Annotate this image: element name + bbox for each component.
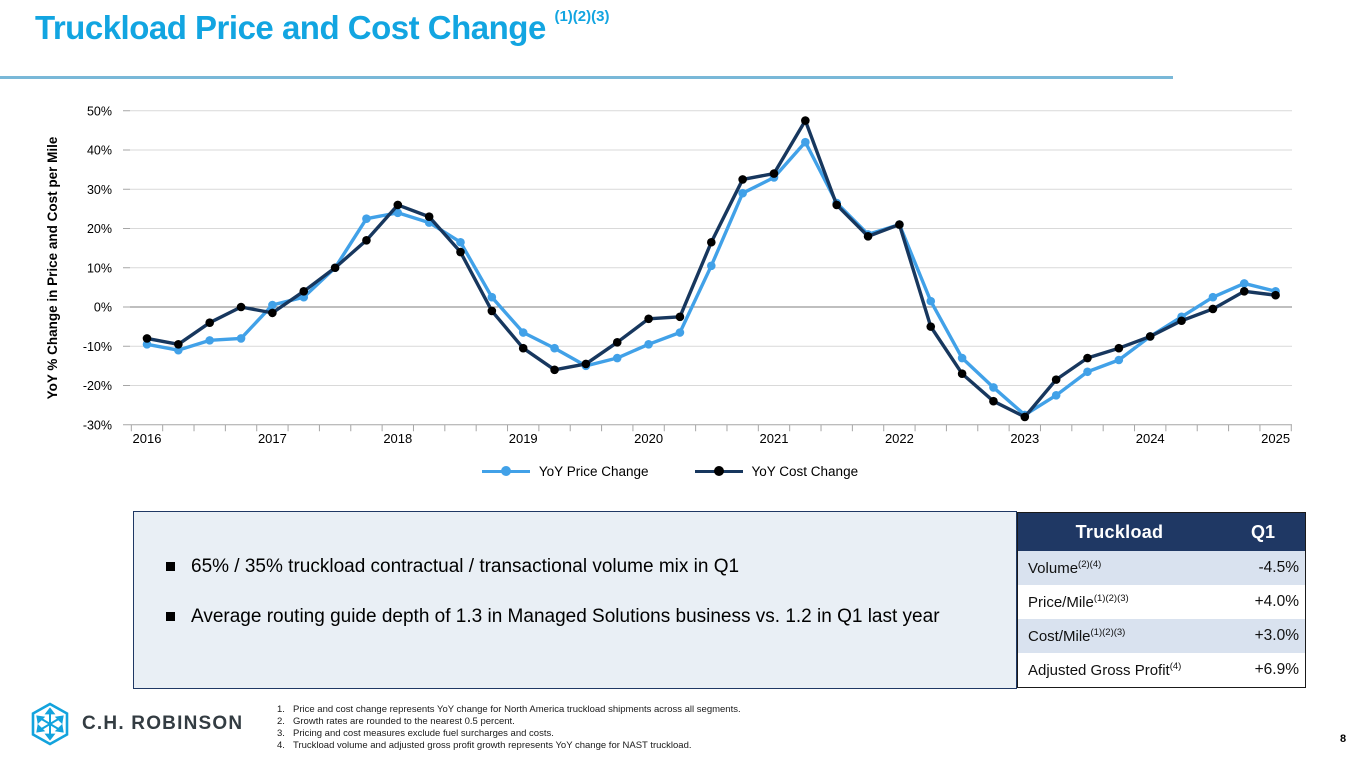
y-axis-title: YoY % Change in Price and Cost per Mile [45,136,60,399]
svg-text:2023: 2023 [1010,431,1039,446]
legend-label-cost: YoY Cost Change [751,464,859,479]
svg-text:2018: 2018 [383,431,412,446]
bullet-item: Average routing guide depth of 1.3 in Ma… [166,602,986,631]
footnotes: 1. Price and cost change represents YoY … [277,704,741,752]
series-yoy-cost-change [142,116,1280,422]
cost-line-swatch-icon [694,466,743,477]
table-row: Price/Mile(1)(2)(3) +4.0% [1018,585,1305,619]
row-label: Price/Mile(1)(2)(3) [1028,593,1129,611]
page-number: 8 [1340,733,1347,745]
svg-text:20%: 20% [87,222,112,236]
svg-text:-20%: -20% [83,379,112,393]
row-value: -4.5% [1258,559,1300,576]
svg-text:2019: 2019 [509,431,538,446]
svg-text:2022: 2022 [885,431,914,446]
svg-text:10%: 10% [87,261,112,275]
legend-item-price: YoY Price Change [481,464,649,479]
bullet-text: 65% / 35% truckload contractual / transa… [191,556,740,577]
series-yoy-price-change [142,137,1280,420]
table-header-truckload: Truckload [1075,521,1164,542]
row-value: +4.0% [1254,593,1299,610]
page-title: Truckload Price and Cost Change (1)(2)(3… [35,8,609,47]
svg-text:30%: 30% [87,183,112,197]
logo-text: C.H. ROBINSON [82,713,244,734]
row-label: Adjusted Gross Profit(4) [1028,661,1182,679]
svg-text:-10%: -10% [83,340,112,354]
row-label: Cost/Mile(1)(2)(3) [1028,627,1126,645]
y-axis-labels: 50% 40% 30% 20% 10% 0% -10% -20% -30% [83,104,112,432]
legend-label-price: YoY Price Change [538,464,649,479]
svg-text:2020: 2020 [634,431,663,446]
table-row: Cost/Mile(1)(2)(3) +3.0% [1018,619,1305,653]
footnote: 2. Growth rates are rounded to the neare… [277,716,515,727]
page-title-footnote-refs: (1)(2)(3) [554,8,610,25]
table-row: Adjusted Gross Profit(4) +6.9% [1018,653,1305,687]
svg-text:0%: 0% [94,301,112,315]
row-value: +6.9% [1254,661,1299,678]
bullet-text: Average routing guide depth of 1.3 in Ma… [191,606,940,628]
company-logo: C.H. ROBINSON [28,701,243,747]
footnote: 4. Truckload volume and adjusted gross p… [277,740,692,751]
truckload-metrics-table: Truckload Q1 Volume(2)(4) -4.5% Price/Mi… [1017,512,1306,688]
title-divider [0,76,1173,79]
svg-text:40%: 40% [87,144,112,158]
price-line-swatch-icon [481,466,530,477]
bullet-square-icon [166,562,175,571]
svg-text:2025: 2025 [1261,431,1290,446]
svg-text:2016: 2016 [133,431,162,446]
footnote: 1. Price and cost change represents YoY … [277,704,741,715]
svg-text:2021: 2021 [760,431,789,446]
svg-text:-30%: -30% [83,418,112,432]
hexagon-arrows-logo-icon [31,702,69,746]
svg-text:2017: 2017 [258,431,287,446]
x-axis-labels: 2016 2017 2018 2019 2020 2021 2022 2023 2024 2025 [133,431,1291,446]
footnote: 3. Pricing and cost measures exclude fue… [277,728,554,739]
svg-text:50%: 50% [87,104,112,118]
row-label: Volume(2)(4) [1028,559,1102,577]
table-header-q1: Q1 [1250,521,1275,542]
row-value: +3.0% [1254,627,1299,644]
bullet-item: 65% / 35% truckload contractual / transa… [166,552,986,581]
legend-item-cost: YoY Cost Change [694,464,859,479]
chart-svg: 50% 40% 30% 20% 10% 0% -10% -20% -30% YoY % Chang… [45,104,1292,446]
x-axis-ticks [130,424,1292,432]
chart-legend: YoY Price Change YoY Cost Change [0,464,1340,479]
svg-text:2024: 2024 [1136,431,1165,446]
bullet-square-icon [166,612,175,622]
page-title-text: Truckload Price and Cost Change [35,9,546,46]
table-row: Volume(2)(4) -4.5% [1018,551,1305,585]
table-header-row: Truckload Q1 [1018,513,1305,551]
highlights-box: 65% / 35% truckload contractual / transa… [133,511,1017,689]
